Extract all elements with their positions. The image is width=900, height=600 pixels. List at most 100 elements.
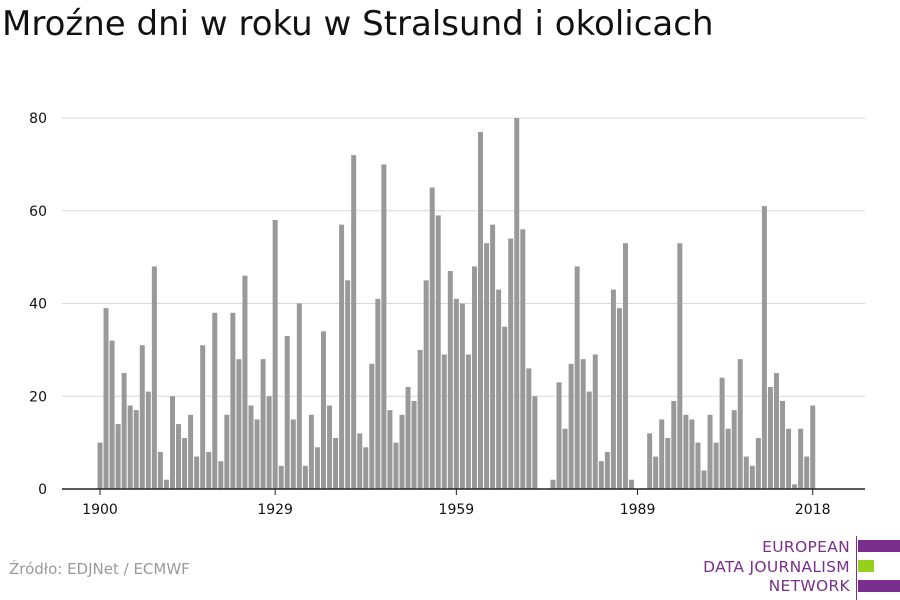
bar-2005	[731, 410, 737, 489]
bar-1948	[387, 410, 393, 489]
bar-1934	[302, 465, 308, 489]
bar-1914	[182, 437, 188, 489]
bar-1949	[393, 442, 399, 489]
logo-line-3: NETWORK	[768, 577, 850, 595]
bar-1970	[520, 229, 526, 490]
logo-bar-bottom	[858, 580, 900, 592]
bar-2001	[707, 414, 713, 489]
bar-1994	[665, 437, 671, 489]
bar-1993	[659, 419, 665, 489]
chart-title: Mroźne dni w roku w Stralsund i okolicac…	[2, 4, 714, 44]
bar-1964	[484, 243, 490, 489]
y-tick-label: 60	[29, 204, 47, 220]
x-tick-label: 2018	[795, 502, 831, 518]
bar-1920	[218, 461, 224, 489]
bar-1939	[333, 437, 339, 489]
bar-2015	[792, 484, 798, 489]
bar-1960	[459, 303, 465, 489]
bar-1929	[272, 220, 278, 489]
bar-1985	[610, 289, 616, 489]
bar-1936	[314, 447, 320, 489]
bar-2011	[767, 386, 773, 489]
logo-divider	[856, 536, 857, 600]
bar-1962	[471, 266, 477, 489]
bar-1942	[351, 155, 357, 489]
bar-1911	[163, 479, 169, 489]
logo-text: EUROPEAN DATA JOURNALISM NETWORK	[703, 538, 850, 597]
bar-1965	[490, 224, 496, 489]
bar-1976	[556, 382, 562, 489]
bar-1963	[478, 131, 484, 489]
bar-2016	[798, 428, 804, 489]
bar-1903	[115, 424, 121, 489]
bar-1995	[671, 400, 677, 489]
bar-1926	[254, 419, 260, 489]
bar-1998	[689, 419, 695, 489]
bar-1902	[109, 340, 115, 489]
bar-1928	[266, 396, 272, 489]
bar-1937	[320, 331, 326, 489]
bars	[97, 118, 816, 490]
bar-1966	[496, 289, 502, 489]
bar-1919	[212, 312, 218, 489]
bar-1938	[327, 405, 333, 489]
bar-1935	[308, 414, 314, 489]
bar-1971	[526, 368, 532, 489]
bar-1940	[339, 224, 345, 489]
bar-1912	[169, 396, 175, 489]
bar-1954	[423, 280, 429, 489]
bar-2014	[786, 428, 792, 489]
y-tick-label: 40	[29, 297, 47, 313]
bar-1905	[127, 405, 133, 489]
bar-1958	[447, 271, 453, 489]
bar-1957	[441, 354, 447, 489]
bar-1968	[508, 238, 514, 489]
bar-1941	[345, 280, 351, 489]
bar-1967	[502, 326, 508, 489]
bar-1953	[417, 349, 423, 489]
bar-1915	[188, 414, 194, 489]
bar-1908	[145, 391, 151, 489]
bar-1932	[290, 419, 296, 489]
source-note: Źródło: EDJNet / ECMWF	[9, 560, 190, 578]
bar-1906	[133, 410, 139, 489]
bar-1987	[622, 243, 628, 489]
bar-1947	[381, 164, 387, 489]
bar-1983	[598, 461, 604, 489]
bar-1904	[121, 373, 127, 489]
bar-1951	[405, 386, 411, 489]
bar-1982	[592, 354, 598, 489]
y-tick-label: 20	[29, 389, 47, 405]
bar-2013	[780, 400, 786, 489]
bar-2012	[773, 373, 779, 489]
x-tick-label: 1959	[439, 502, 475, 518]
bar-1946	[375, 298, 381, 489]
bar-1921	[224, 414, 230, 489]
bar-1930	[278, 465, 284, 489]
bar-1931	[284, 335, 290, 489]
bar-1981	[586, 391, 592, 489]
bar-1918	[206, 451, 212, 489]
bar-2007	[743, 456, 749, 489]
bar-1980	[580, 359, 586, 489]
bar-1943	[357, 433, 363, 489]
bar-2004	[725, 428, 731, 489]
x-tick-label: 1900	[82, 502, 118, 518]
bar-1984	[604, 451, 610, 489]
logo-bar-middle	[858, 560, 874, 572]
bar-1997	[683, 414, 689, 489]
bar-1917	[200, 345, 206, 489]
bar-1910	[157, 451, 163, 489]
logo-line-1: EUROPEAN	[762, 538, 850, 556]
bar-1972	[532, 396, 538, 489]
y-tick-label: 0	[38, 482, 47, 498]
bar-2008	[749, 465, 755, 489]
bar-2006	[737, 359, 743, 489]
bar-1927	[260, 359, 266, 489]
bar-1924	[242, 275, 248, 489]
bar-1901	[103, 308, 109, 489]
bar-1996	[677, 243, 683, 489]
bar-1977	[562, 428, 568, 489]
bar-1922	[230, 312, 236, 489]
